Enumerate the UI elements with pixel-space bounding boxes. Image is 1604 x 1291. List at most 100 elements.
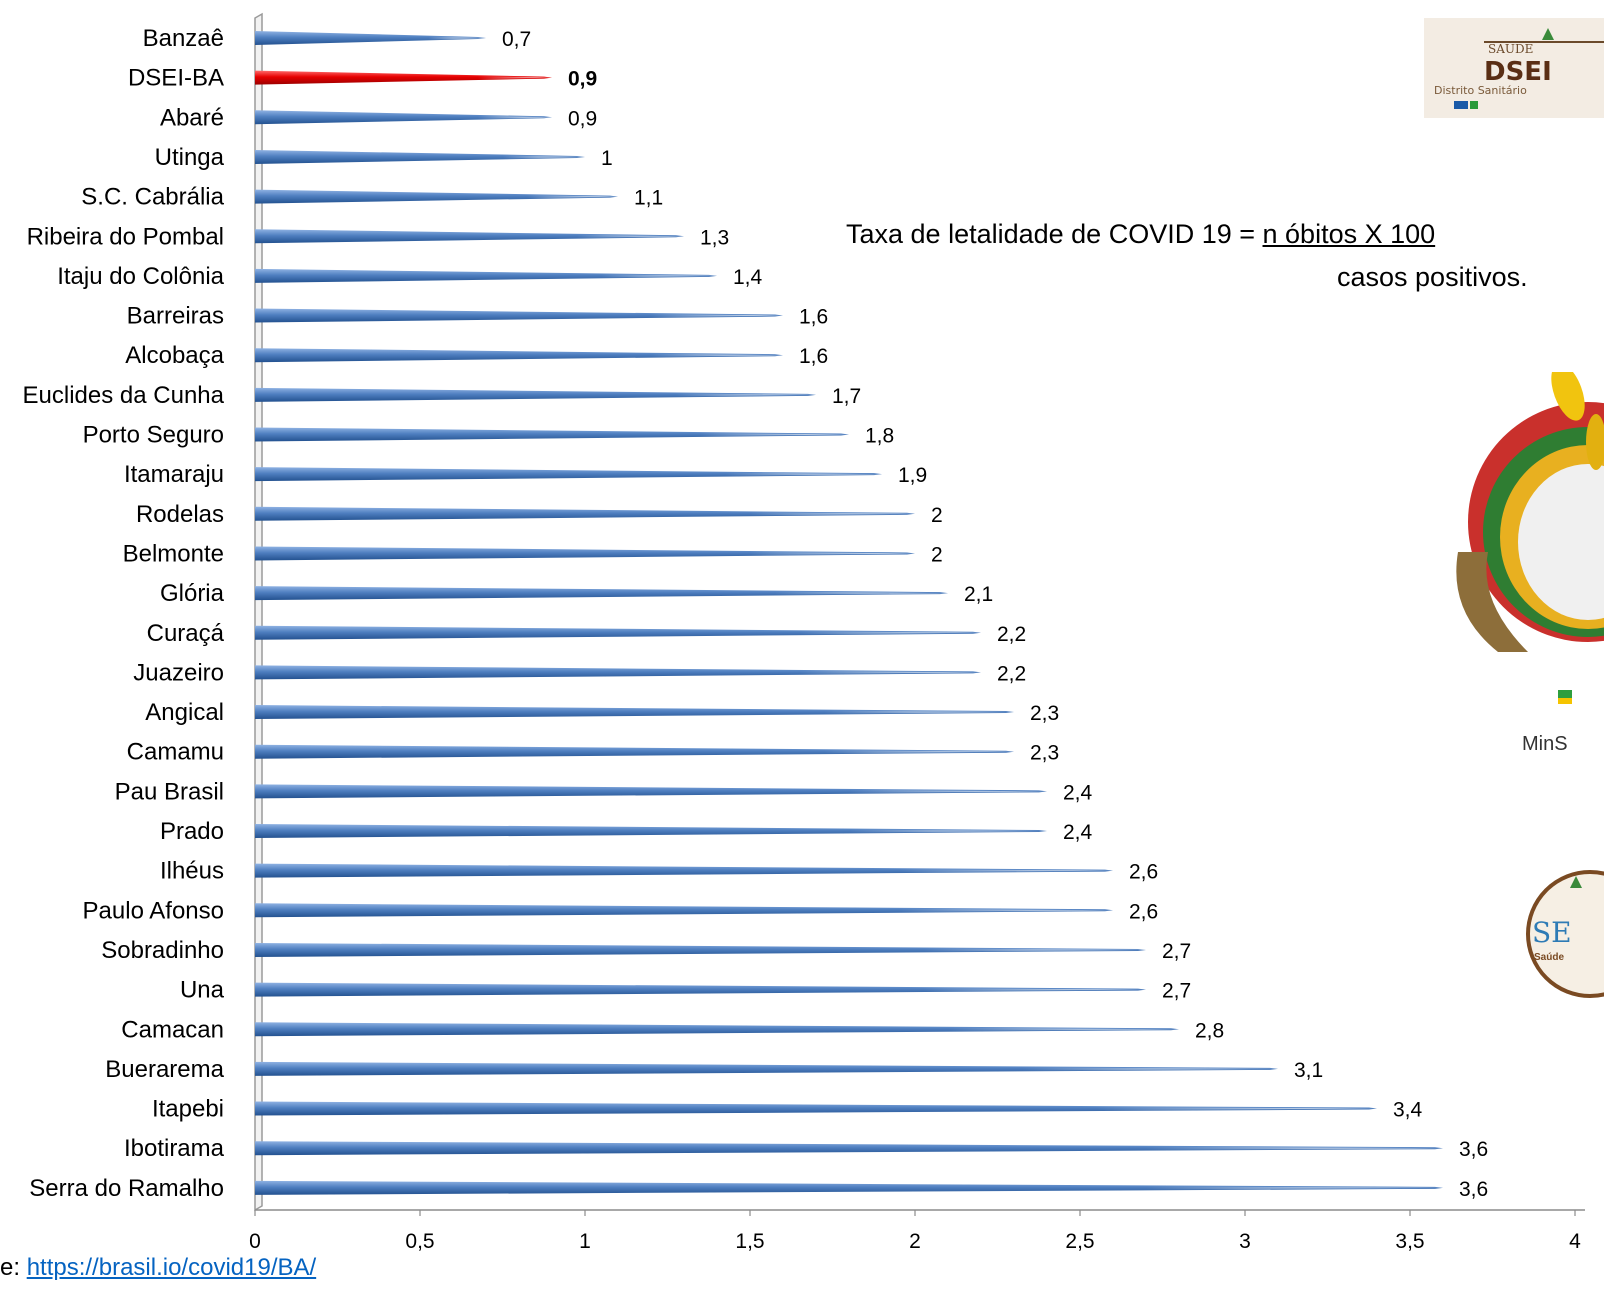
value-label: 1,9 — [898, 464, 927, 487]
bar-highlight-overlay — [255, 1180, 1443, 1195]
category-label: Una — [180, 977, 225, 1004]
bar-highlight-overlay — [255, 1022, 1179, 1037]
formula-line: Taxa de letalidade de COVID 19 = n óbito… — [846, 219, 1435, 250]
value-label: 2,2 — [997, 623, 1026, 646]
value-label: 1,7 — [832, 385, 861, 408]
bar-highlight-overlay — [255, 31, 486, 45]
bar-highlight-overlay — [255, 189, 618, 204]
bar-highlight-overlay — [255, 586, 948, 601]
bar-highlight-overlay — [255, 625, 981, 640]
value-label: 2,4 — [1063, 821, 1093, 844]
category-label: Sobradinho — [101, 937, 224, 964]
category-label: Paulo Afonso — [83, 897, 224, 924]
value-label: 2,1 — [964, 583, 993, 606]
category-label: Serra do Ramalho — [29, 1175, 224, 1202]
category-label: Banzaê — [143, 25, 224, 52]
bar-highlight-overlay — [255, 348, 783, 363]
value-label: 2,2 — [997, 662, 1026, 685]
bar-highlight-overlay — [255, 308, 783, 323]
bar-highlight-overlay — [255, 268, 717, 283]
bar-highlight-overlay — [255, 149, 585, 164]
bar-highlight-overlay — [255, 427, 849, 442]
value-label: 2,7 — [1162, 940, 1191, 963]
bar-highlight-overlay — [255, 70, 552, 85]
category-label: Camamu — [127, 739, 224, 766]
sesai-logo: SE Saúde — [1510, 870, 1604, 1000]
value-label: 2,3 — [1030, 702, 1059, 725]
category-label: Belmonte — [123, 540, 224, 567]
bar-highlight-overlay — [255, 784, 1047, 799]
category-label: Prado — [160, 818, 224, 845]
value-label: 1,6 — [799, 306, 828, 329]
x-tick-label: 2,5 — [1065, 1230, 1094, 1253]
category-label: Utinga — [155, 144, 225, 171]
value-label: 2,8 — [1195, 1019, 1224, 1042]
value-label: 2 — [931, 543, 943, 566]
formula-numerator: n óbitos X 100 — [1262, 219, 1436, 249]
category-label: Itapebi — [152, 1096, 224, 1123]
bar-highlight-overlay — [255, 824, 1047, 838]
category-label: Pau Brasil — [115, 778, 224, 805]
category-label: Glória — [160, 580, 225, 607]
dsei-sub-text: Distrito Sanitário — [1434, 84, 1527, 97]
category-label: Ilhéus — [160, 858, 224, 885]
x-tick-label: 0,5 — [405, 1230, 434, 1253]
bar-highlight-overlay — [255, 506, 915, 521]
bar-highlight-overlay — [255, 744, 1014, 759]
sesai-text: SE — [1532, 916, 1572, 949]
value-labels: 0,70,90,911,11,31,41,61,61,71,81,9222,12… — [502, 28, 1488, 1201]
formula-denominator: casos positivos. — [1337, 262, 1528, 292]
ministry-text: MinS — [1522, 733, 1568, 755]
category-label: Buerarema — [105, 1056, 224, 1083]
source-note: e: https://brasil.io/covid19/BA/ — [0, 1254, 316, 1282]
bar-highlight-overlay — [255, 546, 915, 561]
value-label: 1,8 — [865, 425, 894, 448]
category-label: Camacan — [121, 1016, 224, 1043]
formula-prefix: Taxa de letalidade de COVID 19 = — [846, 219, 1263, 249]
x-tick-label: 0 — [249, 1230, 261, 1253]
dsei-main-text: DSEI — [1484, 57, 1552, 87]
bar-highlight-overlay — [255, 942, 1146, 957]
category-label: DSEI-BA — [128, 65, 224, 92]
source-link[interactable]: https://brasil.io/covid19/BA/ — [26, 1254, 317, 1281]
value-label: 1,6 — [799, 345, 828, 368]
bar-highlight-overlay — [255, 665, 981, 680]
dsei-top-text: SAÚDE — [1488, 40, 1533, 56]
value-label: 0,9 — [568, 68, 597, 91]
bar-highlight-overlay — [255, 705, 1014, 720]
bar-highlight-overlay — [255, 982, 1146, 997]
bar-highlight-overlay — [255, 229, 684, 244]
value-label: 1,1 — [634, 187, 663, 210]
value-label: 0,7 — [502, 28, 531, 51]
x-tick-label: 2 — [909, 1230, 921, 1253]
sesai-sub-text: Saúde — [1534, 952, 1564, 963]
category-label: Euclides da Cunha — [23, 382, 225, 409]
bar-highlight-overlay — [255, 110, 552, 125]
value-label: 2,3 — [1030, 742, 1059, 765]
category-label: Itaju do Colônia — [57, 263, 224, 290]
x-axis-ticks: 0 0,5 1 1,5 2 2,5 3 3,5 4 — [249, 1210, 1581, 1253]
category-label: Ribeira do Pombal — [27, 223, 224, 250]
source-prefix: e: — [0, 1254, 27, 1281]
bar-highlight-overlay — [255, 903, 1113, 918]
bar-highlight-overlay — [255, 1141, 1443, 1156]
ministry-logo: MinS — [1520, 690, 1604, 760]
bar-highlight-overlay — [255, 1101, 1377, 1116]
x-tick-label: 1,5 — [735, 1230, 764, 1253]
value-label: 3,1 — [1294, 1059, 1323, 1082]
category-label: Curaçá — [147, 620, 225, 647]
category-label: Alcobaça — [125, 342, 224, 369]
bar-highlight-overlay — [255, 467, 882, 482]
value-label: 3,4 — [1393, 1099, 1423, 1122]
value-label: 2,7 — [1162, 980, 1191, 1003]
bar-highlight-overlay — [255, 387, 816, 402]
value-label: 1 — [601, 147, 613, 170]
value-label: 1,4 — [733, 266, 763, 289]
category-label: Ibotirama — [124, 1135, 225, 1162]
indigenous-headdress-image — [1438, 372, 1604, 660]
value-label: 2,4 — [1063, 781, 1093, 804]
value-label: 2 — [931, 504, 943, 527]
x-tick-label: 3,5 — [1395, 1230, 1424, 1253]
category-label: Rodelas — [136, 501, 224, 528]
